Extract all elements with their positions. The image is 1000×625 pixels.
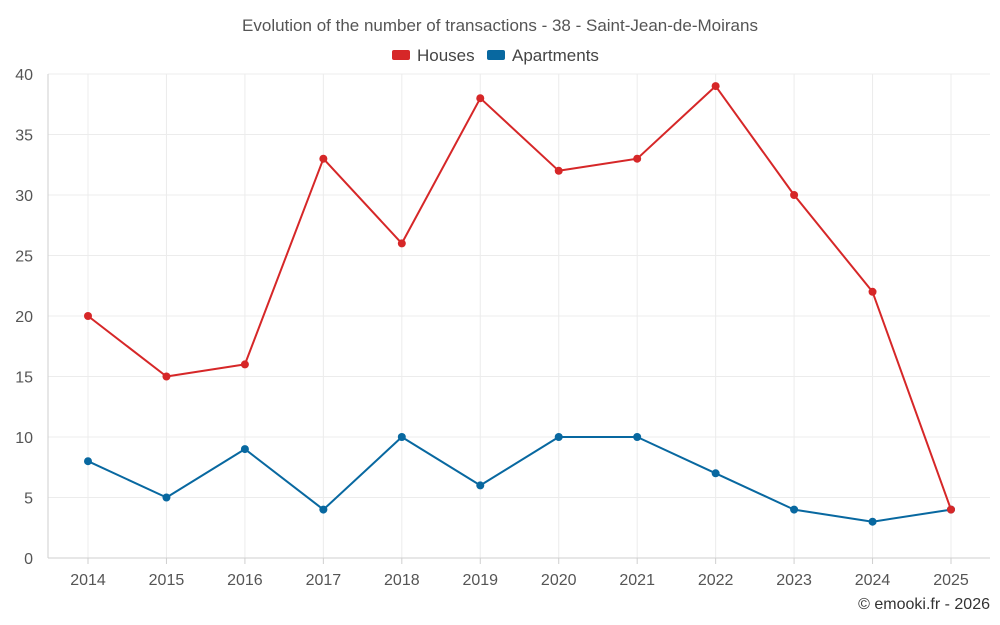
grid xyxy=(48,73,990,558)
legend-label-houses: Houses xyxy=(417,46,475,65)
x-tick-label: 2017 xyxy=(306,572,342,589)
y-tick-label: 5 xyxy=(24,491,33,508)
legend-swatch-apartments xyxy=(487,50,505,60)
data-point-apartments[interactable] xyxy=(319,505,328,514)
data-point-houses[interactable] xyxy=(554,166,563,175)
x-tick-label: 2016 xyxy=(227,572,263,589)
x-tick-label: 2014 xyxy=(70,572,106,589)
data-point-apartments[interactable] xyxy=(397,433,406,441)
y-tick-label: 10 xyxy=(15,430,33,447)
series-line-houses xyxy=(87,85,952,510)
series-houses xyxy=(84,82,955,514)
data-point-houses[interactable] xyxy=(240,360,249,369)
legend-item-apartments[interactable]: Apartments xyxy=(487,46,599,65)
copyright-credit: © emooki.fr - 2026 xyxy=(858,596,990,613)
data-point-houses[interactable] xyxy=(711,82,720,91)
x-tick-label: 2021 xyxy=(619,572,655,589)
data-point-apartments[interactable] xyxy=(554,433,563,441)
data-point-apartments[interactable] xyxy=(633,433,642,441)
y-tick-label: 0 xyxy=(24,551,33,568)
y-tick-label: 25 xyxy=(15,249,33,266)
legend-item-houses[interactable]: Houses xyxy=(392,46,475,65)
data-point-apartments[interactable] xyxy=(240,445,249,454)
y-tick-label: 15 xyxy=(15,370,33,387)
data-point-houses[interactable] xyxy=(84,312,92,320)
series-apartments xyxy=(84,433,955,526)
data-point-houses[interactable] xyxy=(790,191,799,199)
data-point-houses[interactable] xyxy=(162,372,171,381)
series xyxy=(84,82,955,526)
x-tick-label: 2025 xyxy=(933,572,969,589)
x-tick-label: 2018 xyxy=(384,572,420,589)
legend-swatch-houses xyxy=(392,50,410,60)
data-point-houses[interactable] xyxy=(397,239,406,248)
data-point-apartments[interactable] xyxy=(711,469,720,478)
legend: Houses Apartments xyxy=(392,46,599,65)
y-tick-label: 30 xyxy=(15,188,33,205)
data-point-houses[interactable] xyxy=(868,287,877,296)
y-tick-label: 40 xyxy=(15,67,33,84)
series-line-apartments xyxy=(87,436,952,523)
data-point-houses[interactable] xyxy=(947,505,955,514)
data-point-apartments[interactable] xyxy=(162,493,171,502)
x-tick-label: 2015 xyxy=(149,572,185,589)
x-tick-label: 2024 xyxy=(855,572,891,589)
data-point-apartments[interactable] xyxy=(84,457,92,466)
data-point-apartments[interactable] xyxy=(868,517,877,526)
data-point-houses[interactable] xyxy=(633,154,642,163)
chart-title: Evolution of the number of transactions … xyxy=(242,16,758,35)
data-point-apartments[interactable] xyxy=(790,505,799,514)
y-tick-label: 35 xyxy=(15,128,33,145)
y-tick-label: 20 xyxy=(15,309,33,326)
data-point-houses[interactable] xyxy=(476,94,485,103)
legend-label-apartments: Apartments xyxy=(512,46,599,65)
x-tick-label: 2020 xyxy=(541,572,577,589)
data-point-apartments[interactable] xyxy=(476,481,485,490)
x-tick-label: 2022 xyxy=(698,572,734,589)
x-tick-label: 2019 xyxy=(462,572,498,589)
data-point-houses[interactable] xyxy=(319,154,328,163)
x-tick-label: 2023 xyxy=(776,572,812,589)
